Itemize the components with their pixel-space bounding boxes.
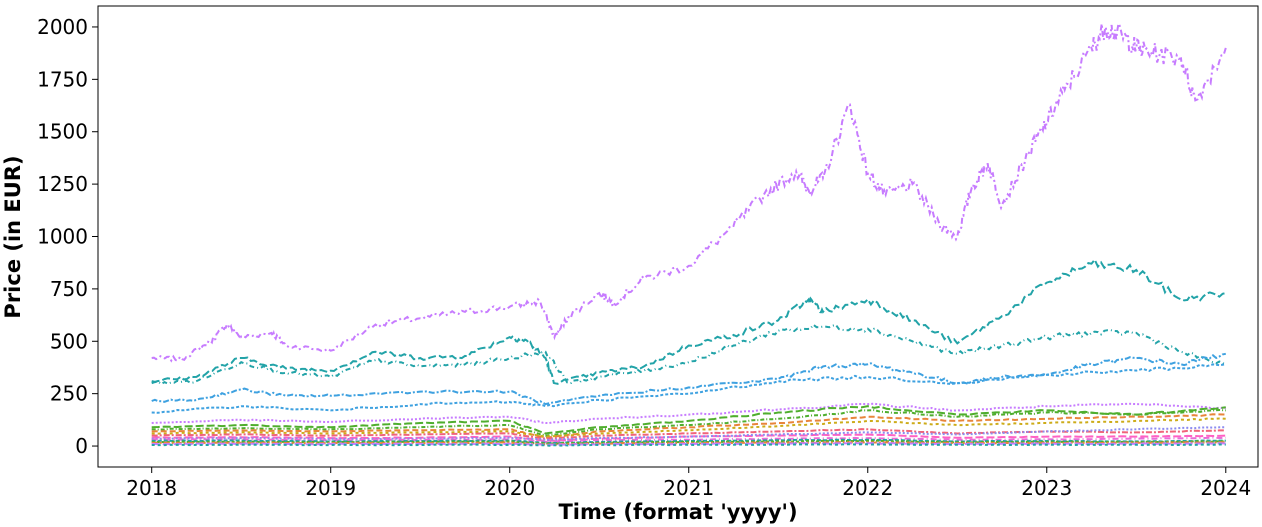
y-tick-label: 1250 <box>37 172 88 196</box>
x-tick-label: 2024 <box>1200 476 1251 500</box>
series-line-3 <box>151 323 1227 386</box>
x-axis-title: Time (format 'yyyy') <box>558 500 797 524</box>
y-axis-ticks: 0 250 500 750 1000 1250 1500 1750 2000 <box>37 15 98 458</box>
series-line-13 <box>151 426 1226 441</box>
y-tick-label: 750 <box>50 277 88 301</box>
series-line-1 <box>151 20 1227 363</box>
y-tick-label: 1500 <box>37 120 88 144</box>
y-axis-title: Price (in EUR) <box>1 155 25 318</box>
series-line-4 <box>151 352 1226 406</box>
series-line-19 <box>151 443 1226 447</box>
series-line-9 <box>151 413 1226 439</box>
series-line-2 <box>151 257 1227 385</box>
x-axis-ticks: 2018 2019 2020 2021 2022 2023 2024 <box>126 467 1251 500</box>
y-tick-label: 2000 <box>37 15 88 39</box>
x-tick-label: 2022 <box>842 476 893 500</box>
y-tick-label: 1750 <box>37 67 88 91</box>
y-tick-label: 250 <box>50 382 88 406</box>
y-tick-label: 1000 <box>37 225 88 249</box>
series-line-7 <box>151 405 1226 435</box>
series-layer <box>151 20 1227 447</box>
series-line-8 <box>151 408 1226 437</box>
series-line-12 <box>151 433 1226 442</box>
plot-frame <box>97 5 1259 468</box>
x-tick-label: 2023 <box>1021 476 1072 500</box>
x-tick-label: 2018 <box>126 476 177 500</box>
series-line-5 <box>151 363 1226 414</box>
y-tick-label: 0 <box>75 434 88 458</box>
x-tick-label: 2021 <box>663 476 714 500</box>
x-tick-label: 2020 <box>484 476 535 500</box>
x-tick-label: 2019 <box>305 476 356 500</box>
y-tick-label: 500 <box>50 329 88 353</box>
series-line-10 <box>151 417 1226 438</box>
